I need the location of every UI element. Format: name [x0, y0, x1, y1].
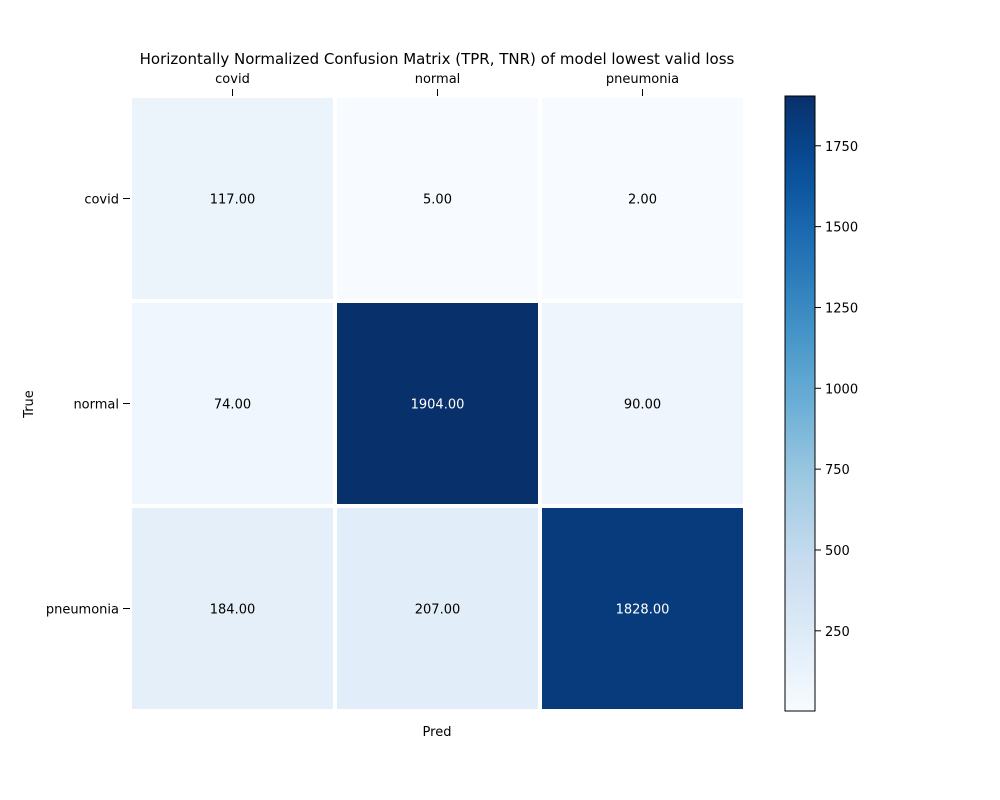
colorbar-tick-label: 1250: [825, 301, 858, 316]
cell-value-label: 117.00: [210, 193, 256, 208]
heatmap-cell: [538, 299, 747, 508]
colorbar-tick-label: 750: [825, 463, 850, 478]
colorbar-tick-label: 250: [825, 625, 850, 640]
x-tick-label: normal: [415, 72, 461, 87]
heatmap-cell: [128, 504, 337, 713]
x-axis-label: Pred: [423, 725, 452, 740]
cell-value-label: 184.00: [210, 603, 256, 618]
chart-title: Horizontally Normalized Confusion Matrix…: [140, 50, 735, 68]
heatmap-cell: [333, 504, 542, 713]
heatmap-cells: 117.00 5.00 2.00 74.00 1904.00 90.00 184.00 207…: [128, 94, 747, 713]
colorbar: 250 500 750 1000 1250 1500 1750: [784, 95, 858, 712]
heatmap-cell: [538, 504, 747, 713]
cell-value-label: 90.00: [624, 398, 661, 413]
cell-value-label: 2.00: [628, 193, 657, 208]
colorbar-tick-label: 1500: [825, 221, 858, 236]
cell-value-label: 1904.00: [411, 398, 465, 413]
y-axis-ticks: covid normal pneumonia: [46, 193, 130, 618]
colorbar-tick-label: 1000: [825, 382, 858, 397]
y-tick-label: covid: [84, 193, 119, 208]
y-axis-label: True: [22, 390, 37, 419]
x-tick-label: covid: [215, 72, 250, 87]
cell-value-label: 1828.00: [616, 603, 670, 618]
y-tick-label: normal: [73, 398, 119, 413]
colorbar-gradient: [784, 95, 816, 712]
cell-value-label: 5.00: [423, 193, 452, 208]
x-tick-label: pneumonia: [606, 72, 679, 87]
colorbar-tick-label: 500: [825, 544, 850, 559]
colorbar-tick-label: 1750: [825, 140, 858, 155]
cell-value-label: 207.00: [415, 603, 461, 618]
heatmap-cell: [128, 94, 337, 303]
cell-value-label: 74.00: [214, 398, 251, 413]
y-tick-label: pneumonia: [46, 603, 119, 618]
x-axis-ticks: covid normal pneumonia: [215, 72, 679, 96]
heatmap-cell: [333, 94, 542, 303]
